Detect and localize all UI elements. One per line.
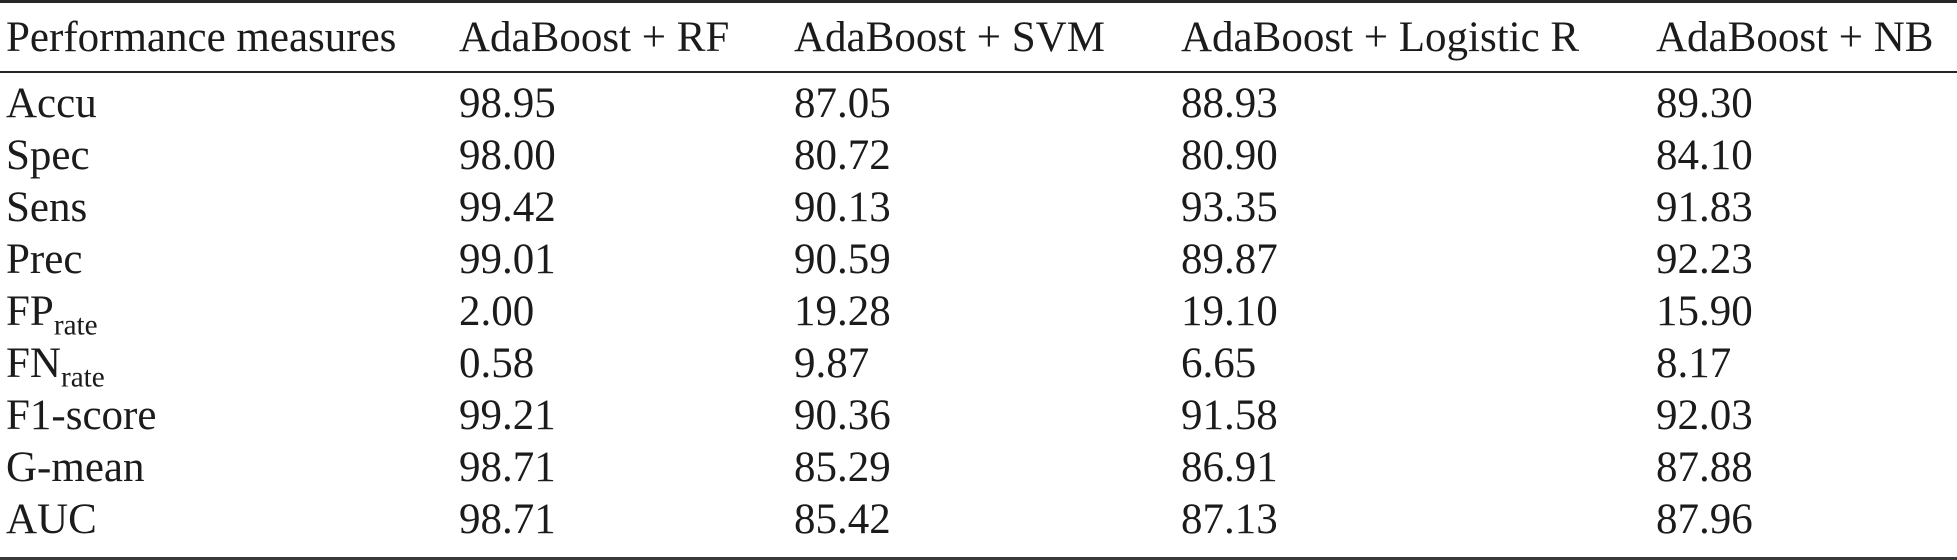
- row-label: AUC: [0, 493, 459, 559]
- cell-value: 87.88: [1656, 443, 1753, 491]
- column-header-adaboost-nb: AdaBoost + NB: [1656, 1, 1957, 73]
- column-header-adaboost-svm: AdaBoost + SVM: [794, 1, 1181, 73]
- cell-value: 9.87: [794, 339, 870, 387]
- cell-value: 86.91: [1181, 443, 1278, 491]
- table-row-f1-score: F1-score 99.21 90.36 91.58 92.03: [0, 389, 1957, 441]
- header-row: Performance measures AdaBoost + RF AdaBo…: [0, 1, 1957, 73]
- cell-value: 93.35: [1181, 183, 1278, 231]
- column-header-adaboost-logistic-r: AdaBoost + Logistic R: [1181, 1, 1656, 73]
- cell-value: 85.29: [794, 443, 891, 491]
- cell-value: 98.71: [459, 495, 556, 543]
- cell-value: 80.90: [1181, 131, 1278, 179]
- cell-value: 99.01: [459, 235, 556, 283]
- row-label: F1-score: [0, 389, 459, 441]
- table-row-spec: Spec 98.00 80.72 80.90 84.10: [0, 129, 1957, 181]
- cell-value: 91.83: [1656, 183, 1753, 231]
- row-label-text: Spec: [6, 131, 90, 179]
- table-row-accu: Accu 98.95 87.05 88.93 89.30: [0, 72, 1957, 129]
- row-label-subscript: rate: [53, 309, 98, 342]
- row-label: FPrate: [0, 285, 459, 340]
- cell-value: 90.13: [794, 183, 891, 231]
- cell-value: 90.36: [794, 391, 891, 439]
- cell-value: 88.93: [1181, 79, 1278, 127]
- table-body: Accu 98.95 87.05 88.93 89.30 Spec 98.00 …: [0, 72, 1957, 559]
- cell-value: 80.72: [794, 131, 891, 179]
- cell-value: 99.21: [459, 391, 556, 439]
- cell-value: 87.13: [1181, 495, 1278, 543]
- cell-value: 19.28: [794, 287, 891, 335]
- cell-value: 89.87: [1181, 235, 1278, 283]
- table-header: Performance measures AdaBoost + RF AdaBo…: [0, 1, 1957, 73]
- row-label-text: FP: [6, 287, 54, 335]
- row-label-text: FN: [6, 339, 61, 387]
- cell-value: 8.17: [1656, 339, 1732, 387]
- cell-value: 99.42: [459, 183, 556, 231]
- table-row-sens: Sens 99.42 90.13 93.35 91.83: [0, 181, 1957, 233]
- row-label-text: Sens: [6, 183, 88, 231]
- cell-value: 92.23: [1656, 235, 1753, 283]
- row-label: Spec: [0, 129, 459, 181]
- row-label: FNrate: [0, 337, 459, 392]
- cell-value: 90.59: [794, 235, 891, 283]
- row-label-subscript: rate: [60, 361, 105, 394]
- row-label-text: F1-score: [6, 391, 157, 439]
- row-label: Accu: [0, 72, 459, 129]
- cell-value: 15.90: [1656, 287, 1753, 335]
- cell-value: 85.42: [794, 495, 891, 543]
- row-label-text: G-mean: [6, 443, 145, 491]
- row-label-text: Accu: [6, 79, 97, 127]
- row-label: Sens: [0, 181, 459, 233]
- cell-value: 0.58: [459, 339, 535, 387]
- cell-value: 87.05: [794, 79, 891, 127]
- cell-value: 87.96: [1656, 495, 1753, 543]
- cell-value: 84.10: [1656, 131, 1753, 179]
- table-row-prec: Prec 99.01 90.59 89.87 92.23: [0, 233, 1957, 285]
- row-label-text: AUC: [6, 495, 97, 543]
- cell-value: 89.30: [1656, 79, 1753, 127]
- table-row-fn-rate: FNrate 0.58 9.87 6.65 8.17: [0, 337, 1957, 392]
- table-row-fp-rate: FPrate 2.00 19.28 19.10 15.90: [0, 285, 1957, 340]
- cell-value: 91.58: [1181, 391, 1278, 439]
- cell-value: 98.00: [459, 131, 556, 179]
- row-label: G-mean: [0, 441, 459, 493]
- table-row-auc: AUC 98.71 85.42 87.13 87.96: [0, 493, 1957, 559]
- column-header-adaboost-rf: AdaBoost + RF: [459, 1, 794, 73]
- cell-value: 98.95: [459, 79, 556, 127]
- cell-value: 92.03: [1656, 391, 1753, 439]
- cell-value: 98.71: [459, 443, 556, 491]
- row-label: Prec: [0, 233, 459, 285]
- table-row-g-mean: G-mean 98.71 85.29 86.91 87.88: [0, 441, 1957, 493]
- cell-value: 19.10: [1181, 287, 1278, 335]
- column-header-measures: Performance measures: [0, 1, 459, 73]
- row-label-text: Prec: [6, 235, 83, 283]
- cell-value: 6.65: [1181, 339, 1257, 387]
- cell-value: 2.00: [459, 287, 535, 335]
